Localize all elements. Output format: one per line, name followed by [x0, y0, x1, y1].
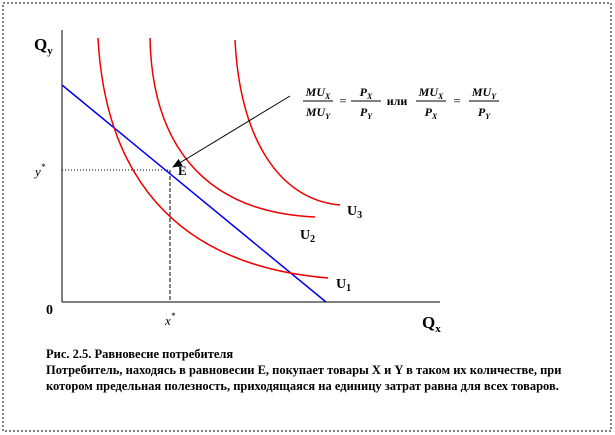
fraction-term: MUY [471, 85, 497, 101]
fraction-term: PX [360, 85, 373, 101]
term-sub: Y [485, 112, 491, 121]
label-sub: 1 [346, 283, 351, 294]
term-sub: X [431, 112, 438, 121]
term-sub: X [324, 92, 331, 101]
term-main: MU [305, 105, 327, 119]
label-sub: 2 [310, 234, 315, 245]
fraction-term: MUX [305, 85, 331, 101]
label-sub: x [435, 323, 441, 335]
label-main: U [300, 228, 310, 243]
y-axis-label: Qy [34, 35, 53, 57]
fraction-term: MUX [418, 85, 444, 101]
label-sub: 3 [357, 210, 362, 221]
label-sup: * [171, 311, 176, 321]
budget-line [61, 84, 327, 303]
curve-label: U3 [347, 204, 362, 221]
label-main: y [33, 164, 41, 179]
label-main: Q [34, 35, 47, 54]
caption-text: Потребитель, находясь в равновесии E, по… [46, 363, 562, 393]
term-sub: Y [491, 92, 497, 101]
label-main: Q [422, 313, 435, 332]
label-sub: y [47, 45, 53, 57]
fraction-term: PY [478, 105, 491, 121]
equals-sign: = [453, 93, 460, 108]
connector: или [387, 94, 408, 108]
y-star: y* [33, 162, 46, 179]
origin-label: 0 [46, 303, 53, 318]
x-star: x* [164, 311, 176, 328]
term-sub: X [366, 92, 373, 101]
equilibrium-label: E [178, 163, 187, 178]
term-sub: X [437, 92, 444, 101]
label-main: U [347, 204, 357, 219]
equals-sign: = [339, 93, 346, 108]
term-main: P [360, 105, 368, 119]
term-main: P [478, 105, 486, 119]
term-main: MU [471, 85, 493, 99]
fraction-term: MUY [305, 105, 331, 121]
label-sup: * [41, 162, 46, 172]
term-main: P [425, 105, 433, 119]
label-main: U [336, 277, 346, 292]
indifference-curve [97, 37, 329, 279]
term-sub: Y [367, 112, 373, 121]
caption: Рис. 2.5. Равновесие потребителя Потреби… [46, 346, 602, 394]
x-axis-label: Qx [422, 313, 441, 335]
curve-label: U2 [300, 228, 315, 245]
term-main: MU [305, 85, 327, 99]
term-main: P [360, 85, 368, 99]
indifference-curve [149, 37, 316, 218]
term-sub: Y [325, 112, 331, 121]
curve-label: U1 [336, 277, 351, 294]
fraction-term: PX [425, 105, 438, 121]
arrow [172, 95, 291, 168]
caption-title: Рис. 2.5. Равновесие потребителя [46, 347, 234, 361]
label-main: x [164, 313, 171, 328]
fraction-term: PY [360, 105, 373, 121]
indifference-curve [234, 39, 341, 206]
term-main: MU [418, 85, 440, 99]
